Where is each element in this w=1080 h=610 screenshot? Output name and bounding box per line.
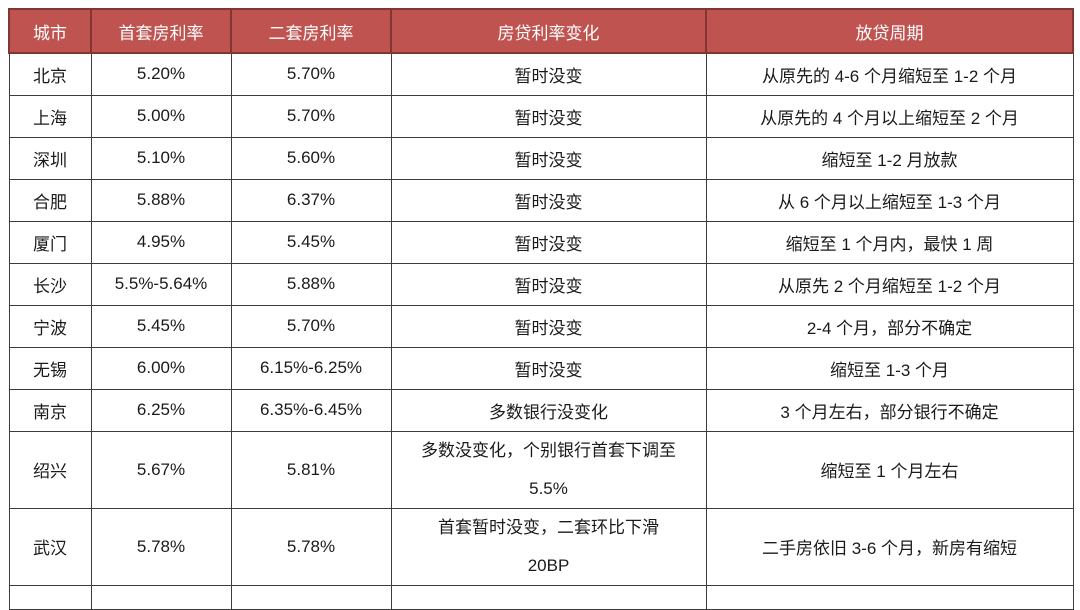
cell-first-home-rate: 4.95% [90,220,232,264]
table-row: 宁波 5.45% 5.70% 暂时没变 2-4 个月，部分不确定 [8,304,1074,348]
col-header-lending-cycle: 放贷周期 [705,8,1074,54]
cell-first-home-rate: 5.88% [90,178,232,222]
table-row: 北京 5.20% 5.70% 暂时没变 从原先的 4-6 个月缩短至 1-2 个月 [8,52,1074,96]
cell-city: 北京 [8,52,92,96]
cell-lending-cycle: 缩短至 1 个月内，最快 1 周 [705,220,1074,264]
cell-city: 南京 [8,388,92,432]
table-row: 深圳 5.10% 5.60% 暂时没变 缩短至 1-2 月放款 [8,136,1074,180]
col-header-rate-change: 房贷利率变化 [390,8,707,54]
cell-city: 长沙 [8,262,92,306]
cell-first-home-rate: 5.78% [90,507,232,586]
cell-lending-cycle: 3 个月左右，部分银行不确定 [705,388,1074,432]
cell-second-home-rate: 5.88% [230,262,392,306]
table-row: 长沙 5.5%-5.64% 5.88% 暂时没变 从原先 2 个月缩短至 1-2 个月 [8,262,1074,306]
cell-lending-cycle: 二手房依旧 3-6 个月，新房有缩短 [705,507,1074,586]
col-header-second-home-rate: 二套房利率 [230,8,392,54]
empty-cell [390,584,707,610]
cell-first-home-rate: 5.00% [90,94,232,138]
cell-rate-change: 暂时没变 [390,262,707,306]
col-header-city: 城市 [8,8,92,54]
mortgage-rate-table: 城市 首套房利率 二套房利率 房贷利率变化 放贷周期 北京 5.20% 5.70% 暂时没变从… [8,8,1074,610]
cell-second-home-rate: 6.35%-6.45% [230,388,392,432]
cell-city: 绍兴 [8,430,92,509]
empty-cell [230,584,392,610]
cell-rate-change: 暂时没变 [390,94,707,138]
table-row: 南京 6.25% 6.35%-6.45% 多数银行没变化 3 个月左右，部分银行不确定 [8,388,1074,432]
cell-first-home-rate: 6.00% [90,346,232,390]
cell-second-home-rate: 5.60% [230,136,392,180]
cell-lending-cycle: 从 6 个月以上缩短至 1-3 个月 [705,178,1074,222]
cell-rate-change: 暂时没变 [390,346,707,390]
cell-rate-change: 暂时没变 [390,304,707,348]
cell-first-home-rate: 6.25% [90,388,232,432]
table-row: 厦门 4.95% 5.45% 暂时没变 缩短至 1 个月内，最快 1 周 [8,220,1074,264]
cell-second-home-rate: 6.15%-6.25% [230,346,392,390]
cell-lending-cycle: 从原先 2 个月缩短至 1-2 个月 [705,262,1074,306]
partial-row [8,584,1074,610]
cell-lending-cycle: 从原先的 4-6 个月缩短至 1-2 个月 [705,52,1074,96]
col-header-first-home-rate: 首套房利率 [90,8,232,54]
cell-city: 厦门 [8,220,92,264]
cell-city: 无锡 [8,346,92,390]
table-row: 合肥 5.88% 6.37% 暂时没变从 6 个月以上缩短至 1-3 个月 [8,178,1074,222]
cell-first-home-rate: 5.10% [90,136,232,180]
empty-cell [705,584,1074,610]
mortgage-rate-table-wrap: 城市 首套房利率 二套房利率 房贷利率变化 放贷周期 北京 5.20% 5.70% 暂时没变从… [8,8,1074,610]
cell-second-home-rate: 5.81% [230,430,392,509]
cell-rate-change: 暂时没变 [390,178,707,222]
cell-rate-change: 暂时没变 [390,52,707,96]
cell-second-home-rate: 6.37% [230,178,392,222]
cell-first-home-rate: 5.67% [90,430,232,509]
table-row: 无锡 6.00% 6.15%-6.25% 暂时没变 缩短至 1-3 个月 [8,346,1074,390]
cell-first-home-rate: 5.5%-5.64% [90,262,232,306]
cell-rate-change: 暂时没变 [390,220,707,264]
table-header: 城市 首套房利率 二套房利率 房贷利率变化 放贷周期 [8,8,1074,54]
header-row: 城市 首套房利率 二套房利率 房贷利率变化 放贷周期 [8,8,1074,54]
cell-city: 上海 [8,94,92,138]
cell-second-home-rate: 5.70% [230,304,392,348]
cell-city: 武汉 [8,507,92,586]
cell-rate-change: 首套暂时没变，二套环比下滑 20BP [390,507,707,586]
cell-rate-change: 多数没变化，个别银行首套下调至 5.5% [390,430,707,509]
table-row: 武汉 5.78% 5.78% 首套暂时没变，二套环比下滑 20BP 二手房依旧 3-6 … [8,507,1074,586]
cell-lending-cycle: 缩短至 1-2 月放款 [705,136,1074,180]
cell-rate-change: 暂时没变 [390,136,707,180]
cell-second-home-rate: 5.45% [230,220,392,264]
cell-first-home-rate: 5.20% [90,52,232,96]
cell-rate-change: 多数银行没变化 [390,388,707,432]
table-row: 上海 5.00% 5.70% 暂时没变 从原先的 4 个月以上缩短至 2 个月 [8,94,1074,138]
table-row: 绍兴 5.67% 5.81% 多数没变化，个别银行首套下调至 5.5% 缩短至 1 个月… [8,430,1074,509]
cell-first-home-rate: 5.45% [90,304,232,348]
empty-cell [8,584,92,610]
cell-second-home-rate: 5.70% [230,94,392,138]
cell-second-home-rate: 5.70% [230,52,392,96]
cell-lending-cycle: 从原先的 4 个月以上缩短至 2 个月 [705,94,1074,138]
cell-second-home-rate: 5.78% [230,507,392,586]
table-body: 北京 5.20% 5.70% 暂时没变 从原先的 4-6 个月缩短至 1-2 个月 上海 5… [8,52,1074,610]
cell-city: 合肥 [8,178,92,222]
cell-city: 深圳 [8,136,92,180]
empty-cell [90,584,232,610]
cell-lending-cycle: 缩短至 1-3 个月 [705,346,1074,390]
cell-city: 宁波 [8,304,92,348]
cell-lending-cycle: 2-4 个月，部分不确定 [705,304,1074,348]
cell-lending-cycle: 缩短至 1 个月左右 [705,430,1074,509]
